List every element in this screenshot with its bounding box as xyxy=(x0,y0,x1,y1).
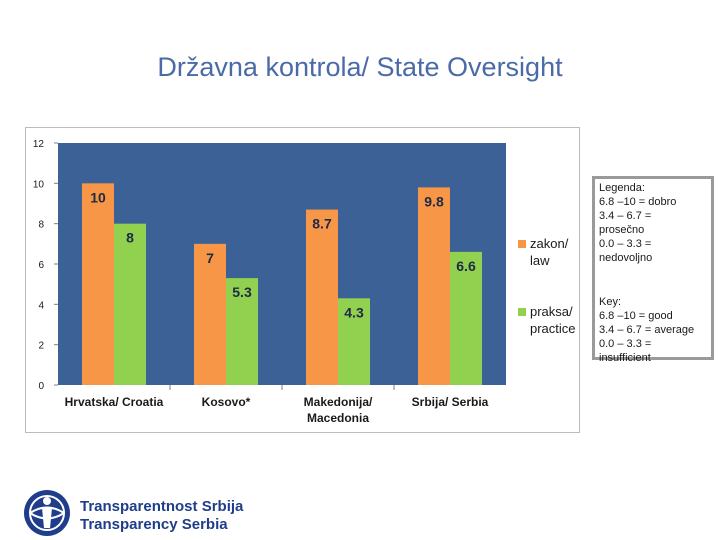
bar-value-label: 10 xyxy=(90,189,106,205)
key-line: prosečno xyxy=(599,224,645,236)
y-tick-label: 4 xyxy=(38,300,44,311)
bar-practice xyxy=(226,278,258,385)
key-line: 6.8 –10 = dobro xyxy=(599,196,677,208)
y-tick-label: 0 xyxy=(38,381,44,392)
bar-value-label: 6.6 xyxy=(456,258,476,274)
key-line: insufficient xyxy=(599,352,651,364)
bar-value-label: 9.8 xyxy=(424,193,444,209)
bar-practice xyxy=(114,223,146,385)
transparency-globe-icon xyxy=(24,490,70,536)
bar-practice xyxy=(338,298,370,385)
bar-law xyxy=(306,209,338,385)
y-tick-label: 2 xyxy=(38,341,44,352)
organization-logo: Transparentnost Srbija Transparency Serb… xyxy=(20,488,280,538)
bar-value-label: 5.3 xyxy=(232,284,252,300)
chart-container: 0 2 4 6 8 10 12 10 8 Hrvatska/ Croatia 7 5.3 Kosovo*… xyxy=(25,127,580,433)
bar-law xyxy=(82,183,114,385)
key-line: 0.0 – 3.3 = xyxy=(599,238,652,250)
legend-label-law: zakon/ xyxy=(530,236,569,251)
bar-value-label: 8.7 xyxy=(312,216,332,232)
key-line: nedovoljno xyxy=(599,252,653,264)
x-category-label: Hrvatska/ Croatia xyxy=(65,395,164,409)
bar-practice xyxy=(450,251,482,385)
legend-swatch-law xyxy=(518,240,526,248)
logo-text-serbian: Transparentnost Srbija xyxy=(80,498,244,515)
bar-value-label: 8 xyxy=(126,230,134,246)
key-line: 6.8 –10 = good xyxy=(599,310,673,322)
y-tick-label: 12 xyxy=(33,139,45,150)
key-line: 3.4 – 6.7 = average xyxy=(599,324,695,336)
legend-label-practice: praksa/ xyxy=(530,304,573,319)
x-category-label: Srbija/ Serbia xyxy=(412,395,489,409)
bar-value-label: 4.3 xyxy=(344,304,364,320)
y-tick-label: 6 xyxy=(38,260,44,271)
x-category-label: Macedonia xyxy=(307,411,369,425)
legend-swatch-practice xyxy=(518,308,526,316)
legend-label-practice: practice xyxy=(530,321,576,336)
rating-key-box: Legenda: 6.8 –10 = dobro 3.4 – 6.7 = pro… xyxy=(592,176,714,364)
bar-law xyxy=(194,243,226,385)
page-title: Državna kontrola/ State Oversight xyxy=(157,52,563,82)
bar-law xyxy=(418,187,450,385)
key-line: Key: xyxy=(599,296,622,308)
legend-label-law: law xyxy=(530,253,550,268)
key-line: Legenda: xyxy=(599,182,645,194)
y-tick-label: 8 xyxy=(38,220,44,231)
bar-value-label: 7 xyxy=(206,250,214,266)
x-category-label: Kosovo* xyxy=(202,395,251,409)
key-line: 3.4 – 6.7 = xyxy=(599,210,652,222)
key-line: 0.0 – 3.3 = xyxy=(599,338,652,350)
x-category-label: Makedonija/ xyxy=(304,395,373,409)
bar-chart: 0 2 4 6 8 10 12 10 8 Hrvatska/ Croatia 7 5.3 Kosovo*… xyxy=(33,139,576,425)
logo-text-english: Transparency Serbia xyxy=(80,516,228,533)
y-tick-label: 10 xyxy=(33,179,45,190)
